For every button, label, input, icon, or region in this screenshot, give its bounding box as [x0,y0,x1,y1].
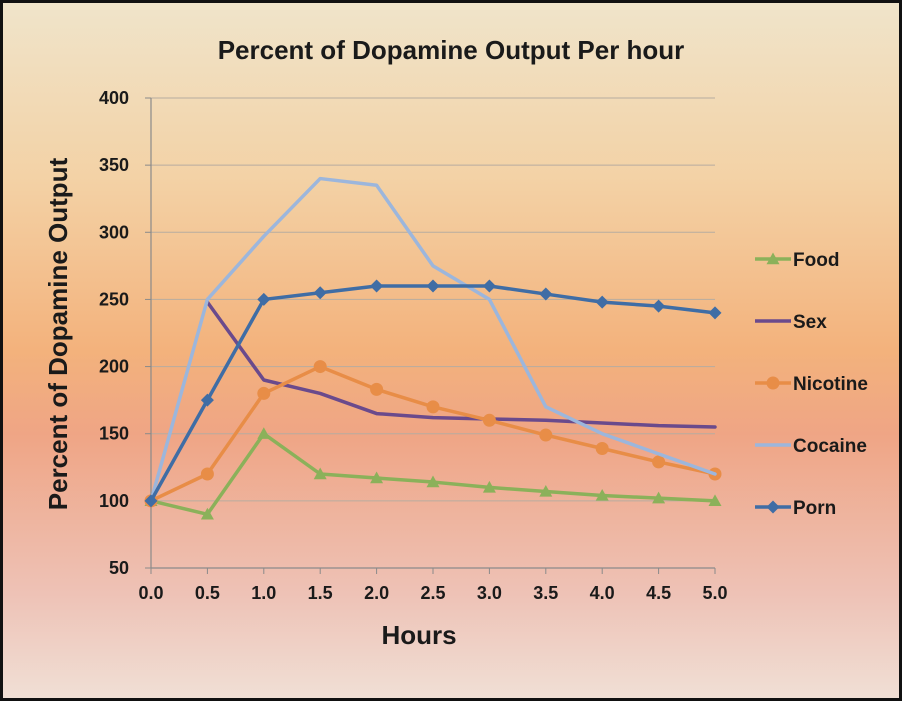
y-tick-label: 250 [99,289,129,309]
y-tick-label: 150 [99,424,129,444]
data-point-porn [370,279,384,293]
data-point-food [257,427,271,439]
series-group [144,176,722,520]
data-point-nicotine [257,386,271,400]
y-axis-ticks: 50 100 150 200 250 300 350 400 [99,88,129,578]
data-point-nicotine [313,360,327,374]
legend-marker-nicotine [766,376,780,390]
series-line-porn [149,284,717,503]
legend-item-food: Food [755,250,839,271]
x-tick-label: 2.5 [420,583,445,603]
y-tick-label: 100 [99,491,129,511]
data-point-porn [200,393,214,407]
x-tick-label: 0.0 [138,583,163,603]
y-tick-label: 300 [99,222,129,242]
series-cocaine [149,176,717,503]
data-point-nicotine [652,455,666,469]
x-tick-label: 5.0 [702,583,727,603]
data-point-porn [482,279,496,293]
x-axis-title: Hours [381,620,456,650]
legend-label-nicotine: Nicotine [793,374,868,395]
y-tick-label: 400 [99,88,129,108]
x-tick-label: 3.0 [477,583,502,603]
data-point-food [708,494,722,507]
legend-item-porn: Porn [755,498,836,519]
data-point-porn [652,299,666,313]
series-line-sex [205,300,717,429]
y-axis-title: Percent of Dopamine Output [43,157,73,510]
data-point-nicotine [482,413,496,427]
data-point-nicotine [539,428,553,442]
data-point-porn [595,295,609,309]
x-tick-label: 1.0 [251,583,276,603]
legend-item-nicotine: Nicotine [755,374,868,395]
legend: Food Sex Nicotine Cocaine Porn [755,250,868,519]
legend-marker-porn [766,500,780,514]
data-point-porn [426,279,440,293]
data-point-porn [539,287,553,301]
data-point-porn [708,306,722,320]
y-tick-label: 200 [99,357,129,377]
data-point-nicotine [200,467,214,481]
chart-title: Percent of Dopamine Output Per hour [218,35,685,65]
gridlines [151,97,715,502]
x-axis-ticks: 0.0 0.5 1.0 1.5 2.0 2.5 3.0 3.5 4.0 4.5 5.0 [138,583,727,603]
data-point-nicotine [370,382,384,396]
data-point-porn [313,286,327,300]
data-point-food [539,484,553,497]
legend-marker-food [766,252,780,265]
x-tick-label: 3.5 [533,583,558,603]
series-line-food [149,431,717,517]
legend-label-cocaine: Cocaine [793,436,867,457]
data-point-food [652,491,666,504]
series-porn [144,279,722,508]
y-tick-label: 350 [99,155,129,175]
data-point-porn [257,292,271,306]
series-line-cocaine [149,176,717,503]
data-point-food [313,467,327,480]
axes [145,97,716,574]
legend-item-cocaine: Cocaine [755,436,867,457]
data-point-nicotine [595,441,609,455]
legend-label-food: Food [793,250,839,271]
data-point-food [595,488,609,501]
data-point-food [200,507,214,520]
x-tick-label: 0.5 [195,583,220,603]
x-tick-label: 4.5 [646,583,671,603]
x-tick-label: 4.0 [590,583,615,603]
line-chart: Percent of Dopamine Output Per hour 50 10… [43,35,868,650]
data-point-food [426,475,440,488]
data-point-nicotine [426,400,440,414]
y-tick-label: 50 [109,558,129,578]
data-point-food [482,480,496,493]
data-point-food [370,471,384,484]
legend-item-sex: Sex [755,312,827,333]
data-point-porn [144,494,158,508]
x-tick-label: 2.0 [364,583,389,603]
legend-label-sex: Sex [793,312,827,333]
x-tick-label: 1.5 [308,583,333,603]
series-sex [205,300,717,429]
legend-label-porn: Porn [793,498,836,519]
